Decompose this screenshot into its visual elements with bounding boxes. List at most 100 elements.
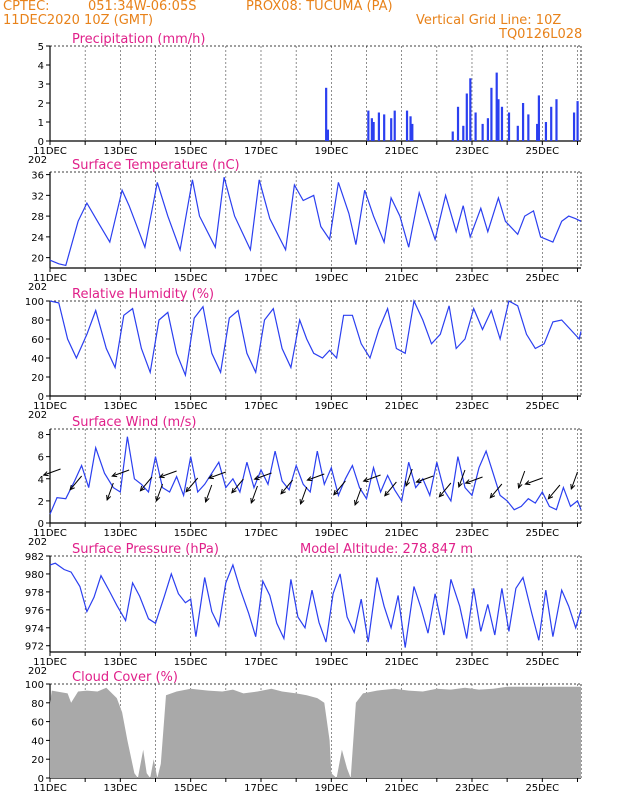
y-tick-label: 60 bbox=[31, 335, 44, 346]
x-tick-label: 13DEC bbox=[103, 273, 137, 284]
wind-arrow bbox=[250, 485, 258, 504]
pressure-panel: 972 974 976 978 980 982 11DEC 13DEC 15DEC 17DEC 19… bbox=[25, 542, 582, 677]
panel-title: Surface Wind (m/s) bbox=[72, 415, 196, 430]
y-tick-label: 5 bbox=[38, 42, 44, 53]
y-tick-label: 982 bbox=[25, 552, 44, 563]
precip-bar bbox=[465, 93, 468, 141]
precip-bar bbox=[451, 131, 454, 141]
wind-arrow bbox=[465, 476, 483, 484]
x-tick-label: 17DEC bbox=[244, 273, 278, 284]
x-tick-label: 15DEC bbox=[174, 401, 208, 412]
y-tick-label: 978 bbox=[25, 588, 44, 599]
y-tick-label: 0 bbox=[38, 137, 44, 148]
wind-arrow bbox=[208, 471, 226, 479]
precip-bar bbox=[486, 118, 490, 141]
wind-arrow bbox=[106, 482, 114, 501]
precipitation-panel: 0 1 2 3 4 5 11DEC 13DEC 15DEC 17DEC 19DEC 21DEC 23DE… bbox=[28, 32, 582, 166]
y-tick-label: 976 bbox=[25, 606, 44, 617]
wind-arrow-head bbox=[464, 479, 471, 485]
y-tick-label: 20 bbox=[31, 755, 44, 766]
precip-bar bbox=[521, 103, 525, 141]
x-tick-label: 17DEC bbox=[244, 401, 278, 412]
precip-bar bbox=[393, 110, 396, 141]
precip-bar bbox=[325, 87, 328, 141]
precip-bar bbox=[500, 106, 504, 141]
wind-arrow bbox=[43, 468, 61, 476]
precip-bar bbox=[462, 125, 465, 141]
panel-title: Surface Temperature (nC) bbox=[72, 158, 240, 173]
precip-bar bbox=[576, 101, 579, 141]
humidity-panel: 0 20 40 60 80 100 11DEC 13DEC 15DEC 17DEC 19DEC 21D… bbox=[25, 287, 582, 421]
precip-bar bbox=[507, 112, 511, 141]
x-tick-label: 25DEC bbox=[525, 273, 559, 284]
y-tick-label: 0 bbox=[38, 519, 44, 530]
x-tick-label: 11DEC bbox=[33, 783, 67, 794]
precip-bar bbox=[377, 112, 380, 141]
wind-arrow bbox=[300, 486, 308, 505]
wind-arrow bbox=[525, 477, 543, 485]
x-tick-label: 15DEC bbox=[174, 273, 208, 284]
x-tick-label: 21DEC bbox=[385, 401, 419, 412]
wind-arrow-head bbox=[185, 486, 191, 493]
y-tick-label: 40 bbox=[31, 736, 44, 747]
wind-arrow-head bbox=[207, 474, 214, 480]
wind-arrow bbox=[333, 480, 346, 496]
x-tick-label: 17DEC bbox=[244, 528, 278, 539]
x-tick-label: 21DEC bbox=[385, 783, 419, 794]
x-tick-label: 15DEC bbox=[174, 146, 208, 157]
precip-bar bbox=[537, 95, 541, 141]
x-tick-label: 15DEC bbox=[174, 528, 208, 539]
year-label: 202 bbox=[28, 666, 47, 677]
precip-bar bbox=[555, 99, 558, 141]
x-tick-label: 17DEC bbox=[244, 657, 278, 668]
wind-arrow-head bbox=[333, 489, 339, 496]
x-tick-label: 25DEC bbox=[525, 783, 559, 794]
wind-arrow-head bbox=[250, 497, 256, 504]
y-tick-label: 0 bbox=[38, 392, 44, 403]
wind-arrow-head bbox=[158, 473, 165, 479]
x-tick-label: 13DEC bbox=[103, 401, 137, 412]
x-tick-label: 11DEC bbox=[33, 657, 67, 668]
station-label: PROX08: TUCUMA (PA) bbox=[246, 0, 393, 14]
x-tick-label: 11DEC bbox=[33, 528, 67, 539]
precip-bar bbox=[550, 106, 553, 141]
precip-bar bbox=[527, 114, 530, 141]
chart-header: CPTEC: 051:34W-06:05S PROX08: TUCUMA (PA… bbox=[0, 0, 618, 46]
wind-arrow-head bbox=[299, 498, 305, 505]
wind-arrow-head bbox=[405, 480, 410, 487]
wind-arrow-head bbox=[489, 492, 496, 499]
x-tick-label: 17DEC bbox=[244, 146, 278, 157]
panel-title: Surface Pressure (hPa) bbox=[72, 542, 219, 557]
panel-title: Cloud Cover (%) bbox=[72, 670, 178, 685]
x-tick-label: 23DEC bbox=[455, 146, 489, 157]
precip-bar bbox=[497, 99, 500, 141]
wind-arrow-head bbox=[517, 482, 523, 489]
y-tick-label: 3 bbox=[38, 80, 44, 91]
x-tick-label: 21DEC bbox=[385, 146, 419, 157]
x-tick-label: 17DEC bbox=[244, 783, 278, 794]
wind-arrow bbox=[354, 487, 362, 506]
y-tick-label: 60 bbox=[31, 718, 44, 729]
series-line bbox=[49, 436, 582, 515]
precip-bar bbox=[481, 123, 484, 141]
wind-arrow-head bbox=[204, 496, 210, 503]
precip-bar bbox=[409, 116, 412, 141]
y-tick-label: 28 bbox=[31, 212, 44, 223]
wind-arrow-head bbox=[280, 488, 286, 495]
model-code-label: TQ0126L028 bbox=[499, 27, 583, 42]
run-datetime-label: 11DEC2020 10Z (GMT) bbox=[3, 13, 154, 28]
y-tick-label: 6 bbox=[38, 453, 44, 464]
precip-bar bbox=[370, 118, 373, 141]
y-tick-label: 100 bbox=[25, 680, 44, 691]
x-tick-label: 23DEC bbox=[455, 528, 489, 539]
wind-arrow bbox=[416, 475, 434, 483]
wind-arrow-head bbox=[306, 476, 313, 482]
y-tick-label: 972 bbox=[25, 642, 44, 653]
cloud-cover-area bbox=[50, 686, 581, 778]
y-tick-label: 0 bbox=[38, 774, 44, 785]
x-tick-label: 13DEC bbox=[103, 146, 137, 157]
wind-arrow-head bbox=[354, 499, 359, 506]
precip-bar bbox=[326, 129, 330, 141]
y-tick-label: 36 bbox=[31, 171, 44, 182]
precip-bar bbox=[516, 125, 519, 141]
